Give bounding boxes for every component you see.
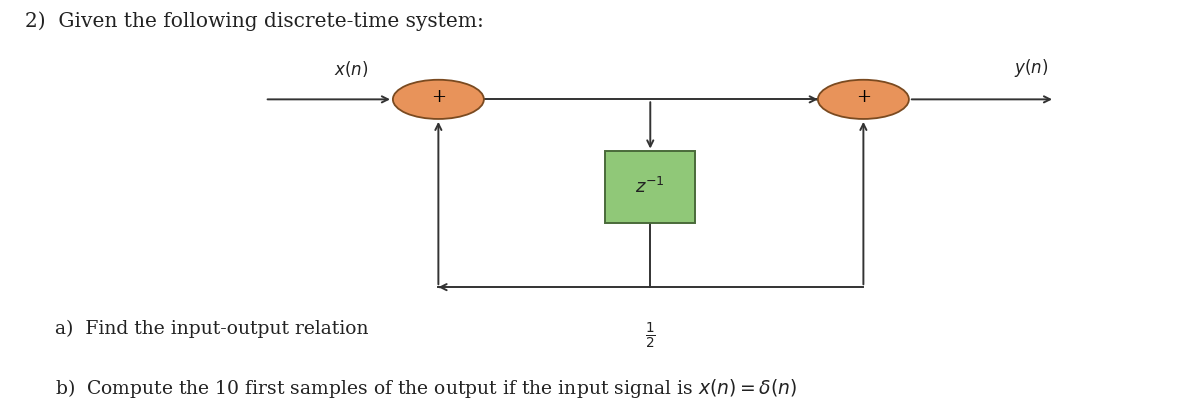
- Text: 2)  Given the following discrete-time system:: 2) Given the following discrete-time sys…: [25, 12, 485, 31]
- Ellipse shape: [818, 80, 908, 119]
- Text: a)  Find the input-output relation: a) Find the input-output relation: [55, 320, 368, 338]
- Text: $z^{-1}$: $z^{-1}$: [636, 177, 665, 197]
- Ellipse shape: [392, 80, 484, 119]
- Text: $y(n)$: $y(n)$: [1014, 57, 1048, 79]
- Text: b)  Compute the 10 first samples of the output if the input signal is $x(n) = \d: b) Compute the 10 first samples of the o…: [55, 377, 797, 400]
- Text: $x(n)$: $x(n)$: [335, 59, 368, 79]
- FancyBboxPatch shape: [605, 151, 695, 223]
- Text: +: +: [856, 88, 871, 106]
- Text: $\frac{1}{2}$: $\frac{1}{2}$: [644, 321, 655, 351]
- Text: +: +: [431, 88, 446, 106]
